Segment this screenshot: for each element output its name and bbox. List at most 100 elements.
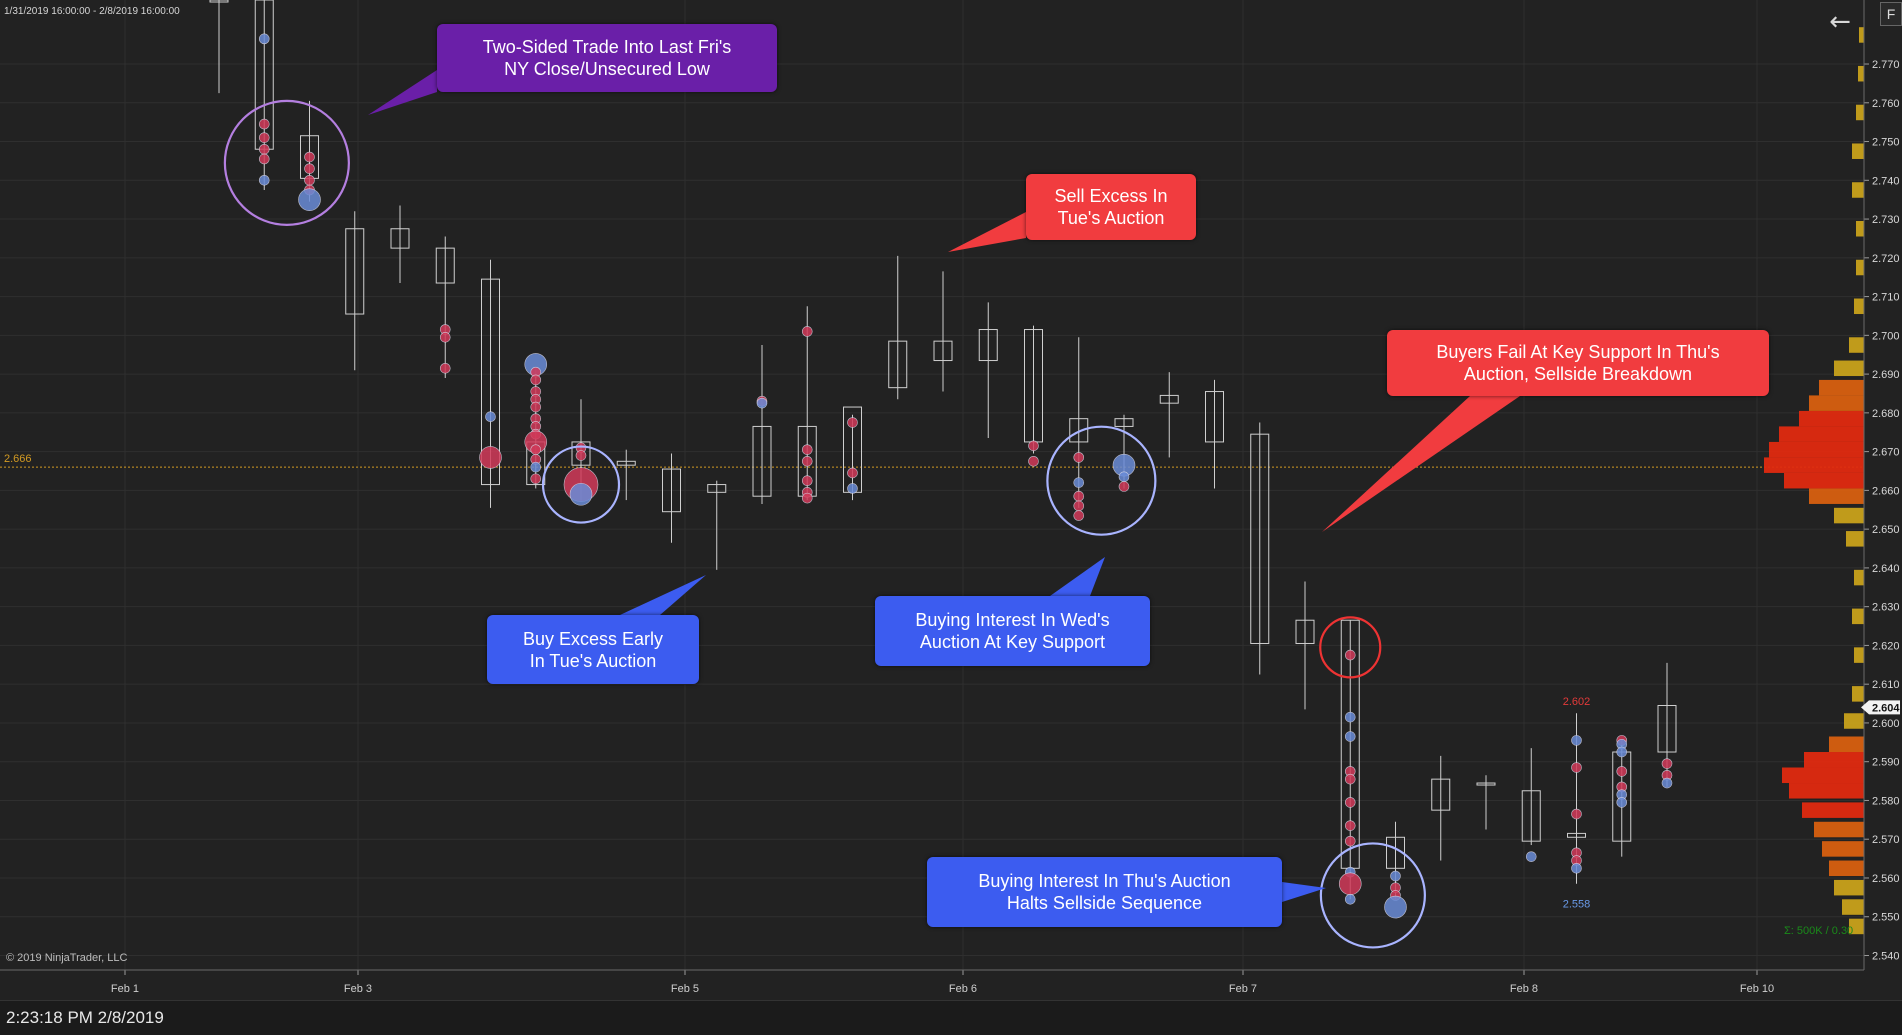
- volume-profile-bar: [1852, 143, 1864, 159]
- volume-dot: [1571, 735, 1582, 746]
- candle-body: [1205, 391, 1224, 443]
- volume-dot: [479, 446, 502, 469]
- y-tick-label: 2.770: [1872, 59, 1900, 71]
- candle-body: [1159, 394, 1179, 404]
- volume-dot: [1073, 452, 1085, 463]
- volume-dot: [801, 492, 813, 504]
- x-tick-label: Feb 8: [1510, 983, 1538, 995]
- y-tick-label: 2.630: [1872, 602, 1900, 614]
- volume-dot: [847, 467, 858, 479]
- candle-body: [1250, 433, 1270, 644]
- volume-profile-bar: [1846, 531, 1864, 547]
- volume-dot: [1028, 456, 1039, 467]
- candle-body: [1295, 619, 1315, 644]
- volume-dot: [756, 397, 768, 409]
- x-tick-label: Feb 6: [949, 983, 977, 995]
- f-button[interactable]: F: [1880, 2, 1902, 26]
- volume-dot: [1073, 510, 1085, 521]
- annotation-circle-blue: [1046, 425, 1157, 536]
- candle-body: [1476, 782, 1496, 786]
- volume-dot: [530, 374, 542, 386]
- volume-dot: [847, 483, 858, 494]
- status-bar: 2:23:18 PM 2/8/2019: [0, 1000, 1902, 1035]
- volume-profile-bar: [1834, 360, 1864, 377]
- session-high-label: 2.602: [1563, 696, 1591, 708]
- volume-dot: [530, 461, 542, 473]
- volume-dot: [569, 482, 593, 506]
- volume-dot: [1661, 777, 1673, 789]
- volume-dot: [1073, 477, 1085, 488]
- callout-buying-interest-wed: Buying Interest In Wed's Auction At Key …: [875, 596, 1150, 666]
- candle-body: [1521, 790, 1541, 842]
- volume-dot: [258, 118, 270, 130]
- volume-profile-bar: [1829, 860, 1864, 877]
- candlestick-chart: 2.666 2.602 2.558 Σ: 500K / 0.30 2.770 2.76…: [0, 0, 1901, 995]
- volume-profile-bar: [1779, 426, 1864, 442]
- candle-body: [209, 0, 229, 3]
- candle-body: [345, 228, 365, 315]
- callout-pointer: [620, 575, 706, 615]
- candle-body: [571, 441, 591, 466]
- y-tick-label: 2.540: [1872, 951, 1900, 963]
- volume-profile-bar: [1856, 259, 1864, 276]
- volume-dot: [530, 401, 542, 413]
- y-tick-label: 2.600: [1872, 718, 1900, 730]
- volume-dot: [801, 326, 813, 337]
- volume-dot: [1344, 797, 1356, 808]
- volume-profile-bar: [1809, 395, 1864, 411]
- volume-profile-bar: [1764, 457, 1864, 473]
- callout-pointer: [948, 212, 1026, 252]
- y-tick-label: 2.700: [1872, 330, 1900, 342]
- current-price-label: 2.604: [1872, 702, 1900, 714]
- volume-profile-bar: [1854, 569, 1864, 586]
- volume-dot: [530, 444, 542, 455]
- callout-buy-excess: Buy Excess Early In Tue's Auction: [487, 615, 699, 684]
- level-line-label: 2.666: [4, 453, 32, 465]
- y-tick-label: 2.620: [1872, 640, 1900, 652]
- annotation-circle-purple: [223, 99, 350, 226]
- volume-profile-bar: [1782, 767, 1864, 784]
- callout-pointer: [1282, 882, 1326, 902]
- volume-dot: [575, 450, 587, 461]
- callout-pointer: [1050, 557, 1105, 596]
- y-tick-label: 2.680: [1872, 408, 1900, 420]
- volume-profile-bar: [1844, 713, 1864, 729]
- volume-profile-bar: [1854, 647, 1864, 663]
- volume-dot: [298, 188, 321, 211]
- y-tick-label: 2.570: [1872, 834, 1900, 846]
- session-low-label: 2.558: [1563, 899, 1591, 911]
- candle-body: [481, 278, 500, 486]
- volume-summary-label: Σ: 500K / 0.30: [1784, 925, 1853, 937]
- volume-dot: [439, 331, 451, 343]
- volume-dot: [258, 175, 270, 186]
- y-tick-label: 2.640: [1872, 563, 1900, 575]
- volume-profile-bar: [1789, 783, 1864, 799]
- candle-body: [1069, 418, 1089, 443]
- volume-profile-bar: [1856, 104, 1864, 121]
- volume-dot: [801, 444, 813, 455]
- volume-dot: [1344, 649, 1356, 661]
- volume-dot: [1616, 746, 1628, 758]
- volume-dot: [1073, 500, 1085, 512]
- y-tick-label: 2.610: [1872, 679, 1900, 691]
- candle-body: [435, 247, 455, 284]
- volume-profile-bar: [1822, 841, 1864, 857]
- volume-dot: [1344, 773, 1356, 785]
- candle-body: [978, 329, 998, 362]
- x-tick-label: Feb 1: [111, 983, 139, 995]
- callout-pointer: [368, 70, 437, 115]
- y-tick-label: 2.740: [1872, 175, 1900, 187]
- callout-pointer: [1322, 396, 1520, 532]
- volume-dot: [801, 475, 813, 486]
- volume-dot: [1616, 797, 1628, 808]
- volume-dot: [1390, 870, 1401, 882]
- annotation-circle-red: [1319, 616, 1382, 679]
- volume-profile-bar: [1809, 488, 1864, 504]
- volume-profile-bar: [1834, 507, 1864, 524]
- back-arrow-icon[interactable]: ←: [1829, 7, 1851, 37]
- volume-profile-bar: [1799, 410, 1864, 427]
- candle-body: [1431, 778, 1451, 811]
- y-tick-label: 2.560: [1872, 873, 1900, 885]
- y-tick-label: 2.550: [1872, 912, 1900, 924]
- candle-body: [752, 425, 772, 497]
